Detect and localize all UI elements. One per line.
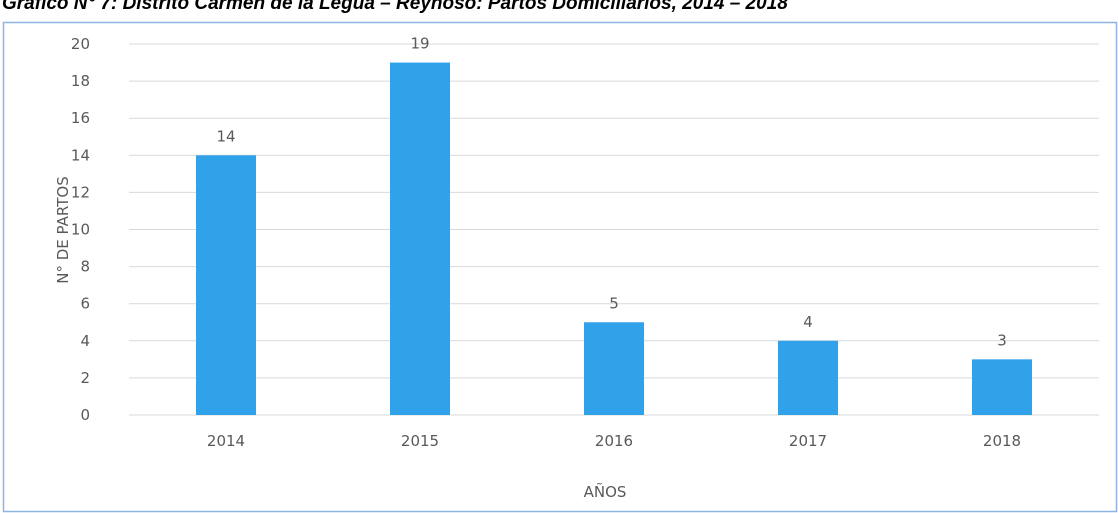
x-axis-label: AÑOS: [584, 482, 627, 501]
bar: [778, 340, 838, 415]
bar: [390, 62, 450, 416]
bar: [196, 155, 256, 416]
x-tick-label: 2014: [207, 432, 245, 450]
y-tick-label: 20: [71, 35, 90, 53]
data-label: 19: [410, 35, 429, 53]
data-label: 4: [803, 313, 813, 331]
bar: [972, 359, 1032, 415]
y-tick-label: 2: [80, 369, 90, 387]
y-tick-label: 0: [80, 406, 90, 424]
x-tick-label: 2018: [983, 432, 1021, 450]
data-label: 5: [609, 294, 619, 312]
y-tick-label: 10: [71, 221, 90, 239]
y-axis-label: N° DE PARTOS: [54, 176, 72, 283]
data-label: 14: [216, 127, 235, 145]
y-tick-label: 6: [80, 295, 90, 313]
y-tick-label: 18: [71, 72, 90, 90]
y-tick-label: 4: [80, 332, 90, 350]
x-tick-label: 2015: [401, 432, 439, 450]
x-tick-label: 2016: [595, 432, 633, 450]
y-tick-label: 14: [71, 146, 90, 164]
data-label: 3: [997, 331, 1007, 349]
y-tick-label: 8: [80, 258, 90, 276]
y-tick-label: 12: [71, 183, 90, 201]
x-tick-label: 2017: [789, 432, 827, 450]
chart-title: Gráfico N° 7: Distrito Carmen de la Legu…: [2, 0, 788, 14]
y-tick-label: 16: [71, 109, 90, 127]
bar: [584, 322, 644, 415]
